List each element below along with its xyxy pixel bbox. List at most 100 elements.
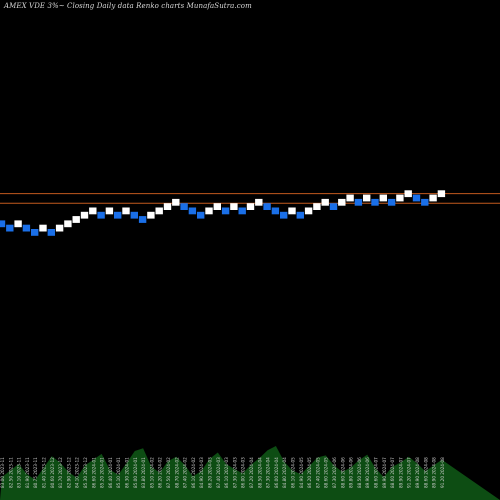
renko-brick [22, 224, 31, 232]
volume-area [0, 446, 500, 500]
brick-label: 81.70 2023-12 [58, 457, 63, 488]
renko-brick [412, 194, 421, 202]
renko-brick [221, 207, 230, 215]
renko-brick [172, 198, 180, 206]
renko-brick [6, 224, 14, 232]
renko-brick [321, 198, 329, 206]
renko-brick [429, 194, 437, 202]
brick-label: 84.90 2024-05 [299, 457, 304, 488]
renko-brick [213, 203, 221, 210]
brick-label: 86.00 2024-04 [274, 457, 279, 488]
brick-label: 89.80 2024-06 [349, 457, 354, 488]
brick-label: 87.40 2024-02 [183, 457, 188, 488]
renko-brick [255, 198, 263, 206]
brick-label: 88.60 2024-06 [340, 457, 345, 488]
brick-label: 86.20 2024-02 [158, 457, 163, 488]
renko-brick [263, 203, 271, 210]
renko-brick [363, 194, 371, 202]
brick-label: 89.90 2024-08 [432, 457, 437, 488]
brick-label: 85.10 2024-01 [116, 457, 121, 488]
renko-brick [437, 190, 446, 198]
brick-label: 91.20 2024-08 [440, 457, 445, 488]
renko-brick [55, 224, 64, 232]
renko-brick [39, 224, 47, 232]
brick-label: 87.30 2024-04 [266, 457, 271, 488]
brick-label: 88.60 2024-07 [390, 457, 395, 488]
brick-label: 81.40 2023-12 [41, 457, 46, 488]
renko-brick [280, 211, 288, 219]
renko-brick [404, 190, 412, 198]
renko-brick [238, 207, 246, 215]
renko-brick [379, 194, 387, 202]
renko-brick [304, 207, 313, 215]
brick-label: 86.30 2024-01 [125, 457, 130, 488]
brick-label: 88.70 2024-02 [174, 457, 179, 488]
chart-title: AMEX VDE 3%~ Closing Daily data Renko ch… [4, 2, 252, 10]
renko-brick [80, 211, 89, 219]
renko-brick [89, 207, 97, 215]
renko-brick [188, 207, 197, 215]
renko-brick [329, 203, 338, 210]
renko-brick [387, 198, 396, 206]
renko-brick [230, 203, 238, 210]
renko-brick [14, 220, 22, 228]
renko-brick [313, 203, 321, 210]
renko-brick [296, 211, 304, 219]
brick-labels-group: 83.00 2023-11 82.50 2023-11 83.10 2023-11 8… [0, 457, 445, 488]
brick-label: 82.90 2023-12 [66, 457, 71, 488]
brick-label: 89.90 2024-06 [365, 457, 370, 488]
renko-brick [180, 203, 188, 210]
brick-label: 86.20 2024-05 [307, 457, 312, 488]
brick-label: 85.20 2024-01 [100, 457, 105, 488]
renko-brick [421, 198, 429, 206]
brick-label: 82.50 2023-11 [8, 457, 13, 488]
brick-label: 89.90 2024-07 [382, 457, 387, 488]
brick-label: 86.10 2024-03 [224, 457, 229, 488]
renko-brick [396, 194, 404, 202]
renko-brick [147, 211, 155, 219]
renko-brick [105, 207, 114, 215]
brick-label: 87.30 2024-03 [232, 457, 237, 488]
brick-label: 88.50 2024-04 [257, 457, 262, 488]
renko-brick [338, 198, 346, 206]
renko-brick [346, 194, 354, 202]
bricks-group [0, 190, 446, 236]
renko-brick [138, 216, 147, 223]
brick-label: 87.40 2024-05 [315, 457, 320, 488]
renko-brick [0, 220, 6, 228]
renko-brick [47, 229, 55, 236]
brick-label: 86.00 2024-03 [241, 457, 246, 488]
renko-brick [31, 229, 39, 236]
brick-label: 83.80 2024-01 [141, 457, 146, 488]
brick-label: 80.75 2023-11 [33, 457, 38, 488]
renko-brick [155, 207, 163, 215]
brick-label: 86.10 2024-05 [290, 457, 295, 488]
brick-label: 84.90 2024-03 [199, 457, 204, 488]
renko-brick [354, 198, 363, 206]
brick-label: 86.20 2024-03 [208, 457, 213, 488]
brick-label: 84.80 2024-04 [282, 457, 287, 488]
renko-brick [371, 198, 379, 206]
renko-brick [72, 216, 80, 223]
brick-label: 88.60 2024-08 [423, 457, 428, 488]
renko-brick [64, 220, 72, 228]
renko-brick [114, 211, 122, 219]
brick-label: 81.90 2023-11 [25, 457, 30, 488]
brick-label: 87.20 2024-04 [249, 457, 254, 488]
brick-label: 83.10 2023-11 [17, 457, 22, 488]
brick-label: 87.40 2024-03 [216, 457, 221, 488]
renko-brick [205, 207, 213, 215]
renko-brick [122, 207, 130, 215]
renko-brick [271, 207, 280, 215]
brick-label: 88.60 2024-05 [324, 457, 329, 488]
brick-label: 83.00 2023-11 [0, 457, 5, 488]
renko-brick [246, 203, 255, 210]
brick-label: 87.50 2024-02 [166, 457, 171, 488]
brick-label: 89.90 2024-08 [415, 457, 420, 488]
brick-label: 80.60 2023-12 [50, 457, 55, 488]
brick-label: 88.60 2024-07 [374, 457, 379, 488]
renko-brick [130, 211, 138, 219]
brick-label: 91.20 2024-07 [407, 457, 412, 488]
brick-label: 87.30 2024-06 [332, 457, 337, 488]
